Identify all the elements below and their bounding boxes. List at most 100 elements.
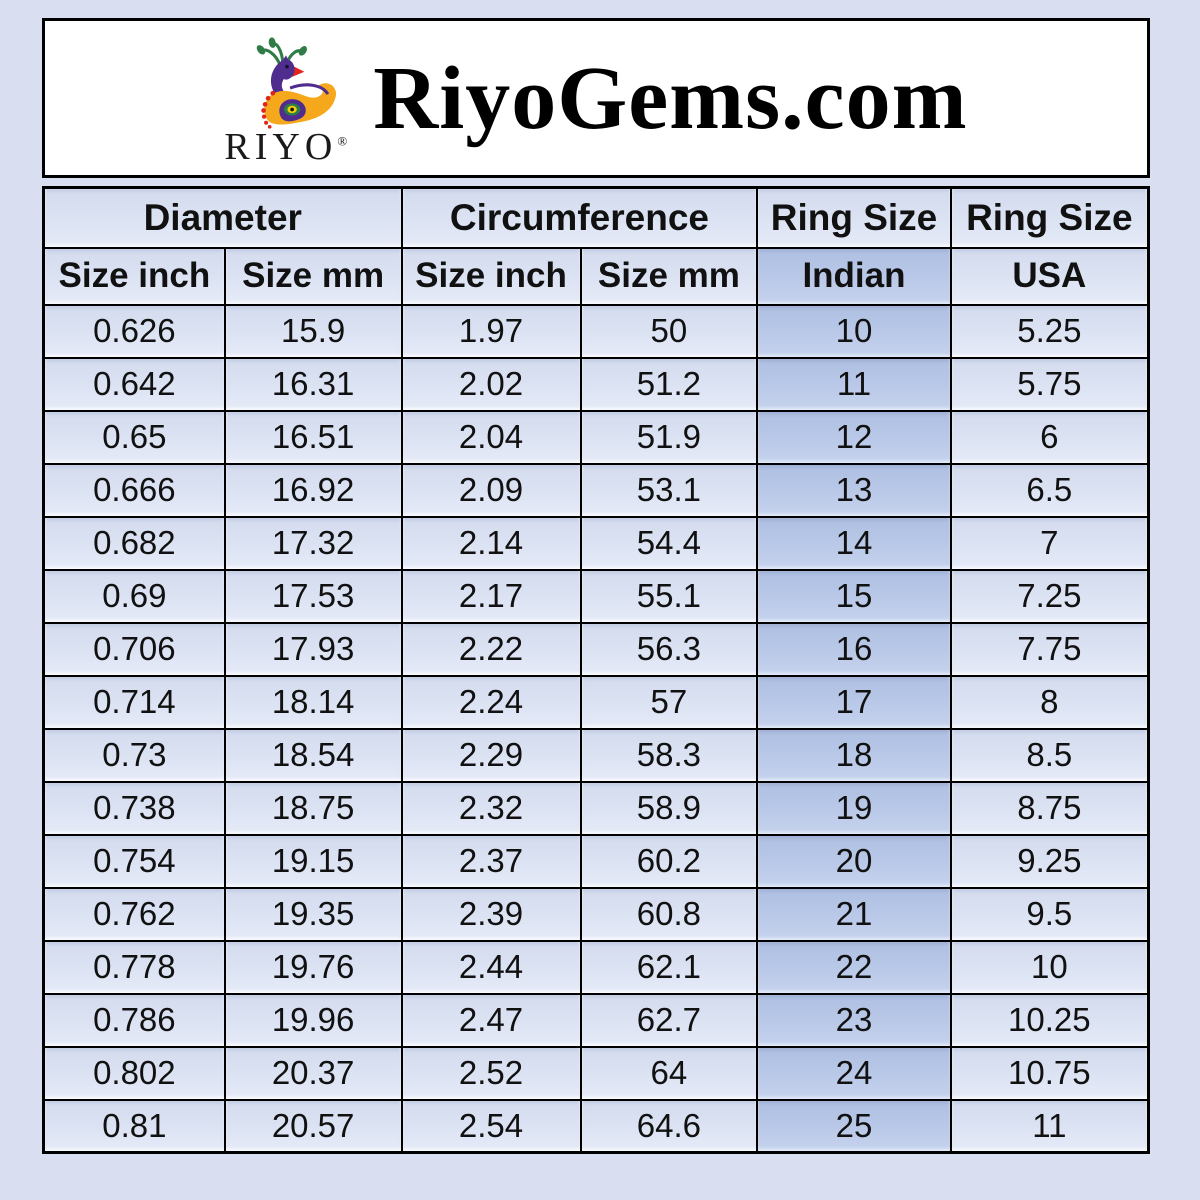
- cell: 12: [756, 409, 952, 465]
- cell: 16.51: [223, 409, 403, 465]
- cell: 0.738: [42, 780, 226, 836]
- table-row: 0.626 15.9 1.97 50 10 5.25: [42, 303, 1150, 359]
- logo-wordmark: RIYO®: [224, 128, 348, 166]
- cell: 2.22: [400, 621, 582, 677]
- col-group-ring-size-usa: Ring Size: [949, 186, 1150, 249]
- cell: 18: [756, 727, 952, 783]
- cell: 0.778: [42, 939, 226, 995]
- cell: 18.75: [223, 780, 403, 836]
- cell: 60.8: [579, 886, 759, 942]
- cell: 18.14: [223, 674, 403, 730]
- cell: 17: [756, 674, 952, 730]
- site-title: RiyoGems.com: [373, 48, 968, 148]
- cell: 62.1: [579, 939, 759, 995]
- cell: 57: [579, 674, 759, 730]
- table-row: 0.642 16.31 2.02 51.2 11 5.75: [42, 356, 1150, 412]
- cell: 0.714: [42, 674, 226, 730]
- cell: 16.92: [223, 462, 403, 518]
- cell: 14: [756, 515, 952, 571]
- cell: 9.25: [949, 833, 1150, 889]
- cell: 2.29: [400, 727, 582, 783]
- cell: 0.754: [42, 833, 226, 889]
- cell: 20.37: [223, 1045, 403, 1101]
- cell: 10: [756, 303, 952, 359]
- cell: 58.3: [579, 727, 759, 783]
- cell: 19: [756, 780, 952, 836]
- cell: 19.96: [223, 992, 403, 1048]
- cell: 20: [756, 833, 952, 889]
- cell: 2.04: [400, 409, 582, 465]
- table-row: 0.778 19.76 2.44 62.1 22 10: [42, 939, 1150, 995]
- cell: 8: [949, 674, 1150, 730]
- cell: 19.15: [223, 833, 403, 889]
- registered-trademark-symbol: ®: [337, 133, 348, 149]
- cell: 54.4: [579, 515, 759, 571]
- cell: 15: [756, 568, 952, 624]
- cell: 64: [579, 1045, 759, 1101]
- cell: 6.5: [949, 462, 1150, 518]
- cell: 0.81: [42, 1098, 226, 1154]
- cell: 10.75: [949, 1045, 1150, 1101]
- cell: 51.9: [579, 409, 759, 465]
- table-body: 0.626 15.9 1.97 50 10 5.25 0.642 16.31 2.02 51.2 1…: [42, 303, 1150, 1154]
- table-row: 0.786 19.96 2.47 62.7 23 10.25: [42, 992, 1150, 1048]
- cell: 0.706: [42, 621, 226, 677]
- cell: 10: [949, 939, 1150, 995]
- cell: 23: [756, 992, 952, 1048]
- cell: 60.2: [579, 833, 759, 889]
- table-row: 0.714 18.14 2.24 57 17 8: [42, 674, 1150, 730]
- cell: 2.14: [400, 515, 582, 571]
- col-header-circumference-mm: Size mm: [579, 246, 759, 306]
- cell: 17.32: [223, 515, 403, 571]
- cell: 56.3: [579, 621, 759, 677]
- col-header-diameter-inch: Size inch: [42, 246, 226, 306]
- cell: 0.65: [42, 409, 226, 465]
- cell: 21: [756, 886, 952, 942]
- table-row: 0.81 20.57 2.54 64.6 25 11: [42, 1098, 1150, 1154]
- sub-header-row: Size inch Size mm Size inch Size mm Indi…: [42, 246, 1150, 306]
- cell: 58.9: [579, 780, 759, 836]
- cell: 2.24: [400, 674, 582, 730]
- cell: 51.2: [579, 356, 759, 412]
- table-row: 0.666 16.92 2.09 53.1 13 6.5: [42, 462, 1150, 518]
- cell: 8.5: [949, 727, 1150, 783]
- cell: 17.93: [223, 621, 403, 677]
- cell: 5.75: [949, 356, 1150, 412]
- col-header-circumference-inch: Size inch: [400, 246, 582, 306]
- cell: 0.802: [42, 1045, 226, 1101]
- cell: 0.786: [42, 992, 226, 1048]
- ring-size-table: Diameter Circumference Ring Size Ring Si…: [42, 186, 1150, 1154]
- cell: 2.09: [400, 462, 582, 518]
- cell: 62.7: [579, 992, 759, 1048]
- peacock-icon: [256, 37, 336, 129]
- cell: 7.25: [949, 568, 1150, 624]
- table-row: 0.754 19.15 2.37 60.2 20 9.25: [42, 833, 1150, 889]
- table-row: 0.65 16.51 2.04 51.9 12 6: [42, 409, 1150, 465]
- cell: 11: [756, 356, 952, 412]
- table-row: 0.69 17.53 2.17 55.1 15 7.25: [42, 568, 1150, 624]
- table-row: 0.73 18.54 2.29 58.3 18 8.5: [42, 727, 1150, 783]
- table-row: 0.738 18.75 2.32 58.9 19 8.75: [42, 780, 1150, 836]
- cell: 0.642: [42, 356, 226, 412]
- col-header-diameter-mm: Size mm: [223, 246, 403, 306]
- cell: 53.1: [579, 462, 759, 518]
- cell: 0.626: [42, 303, 226, 359]
- cell: 13: [756, 462, 952, 518]
- col-group-ring-size-indian: Ring Size: [756, 186, 952, 249]
- cell: 2.47: [400, 992, 582, 1048]
- group-header-row: Diameter Circumference Ring Size Ring Si…: [42, 186, 1150, 249]
- cell: 0.762: [42, 886, 226, 942]
- cell: 7: [949, 515, 1150, 571]
- cell: 2.32: [400, 780, 582, 836]
- cell: 19.35: [223, 886, 403, 942]
- cell: 20.57: [223, 1098, 403, 1154]
- table-row: 0.762 19.35 2.39 60.8 21 9.5: [42, 886, 1150, 942]
- col-header-indian: Indian: [756, 246, 952, 306]
- cell: 2.37: [400, 833, 582, 889]
- col-group-diameter: Diameter: [42, 186, 403, 249]
- cell: 15.9: [223, 303, 403, 359]
- cell: 0.682: [42, 515, 226, 571]
- cell: 8.75: [949, 780, 1150, 836]
- cell: 2.54: [400, 1098, 582, 1154]
- cell: 17.53: [223, 568, 403, 624]
